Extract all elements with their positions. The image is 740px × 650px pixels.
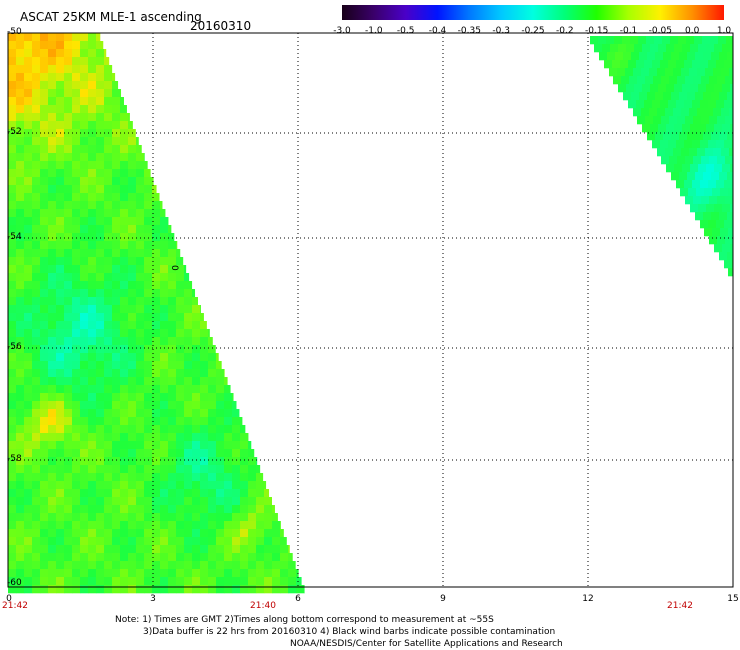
x-tick-label: 0 <box>6 594 12 604</box>
product-date: 20160310 <box>190 19 252 33</box>
x-tick-label: 12 <box>582 594 594 604</box>
note-line-3: NOAA/NESDIS/Center for Satellite Applica… <box>290 639 563 649</box>
colorbar-label: -3.0 <box>333 26 351 36</box>
y-tick-label: -58 <box>7 454 22 464</box>
colorbar-label: -1.0 <box>365 26 383 36</box>
colorbar <box>342 5 724 20</box>
colorbar-label: -0.05 <box>648 26 672 36</box>
map-grid <box>8 33 733 587</box>
product-title: ASCAT 25KM MLE-1 ascending <box>20 10 202 24</box>
y-tick-label: -56 <box>7 342 22 352</box>
y-tick-label: -60 <box>7 578 22 588</box>
time-label: 21:40 <box>250 601 276 611</box>
colorbar-label: -0.15 <box>585 26 609 36</box>
contamination-label: 0 <box>169 265 179 271</box>
colorbar-label: -0.3 <box>492 26 510 36</box>
note-line-2: 3)Data buffer is 22 hrs from 20160310 4)… <box>143 627 556 637</box>
x-tick-label: 15 <box>727 594 739 604</box>
colorbar-label: -0.2 <box>556 26 574 36</box>
colorbar-label: -0.5 <box>396 26 415 36</box>
y-tick-label: -54 <box>7 232 22 242</box>
colorbar-label: -0.1 <box>619 26 638 36</box>
swath-right <box>590 36 734 277</box>
x-tick-label: 9 <box>440 594 446 604</box>
colorbar-label: -0.25 <box>521 26 545 36</box>
x-tick-label: 6 <box>295 594 301 604</box>
note-line-1: Note: 1) Times are GMT 2)Times along bot… <box>115 615 494 625</box>
colorbar-label: 1.0 <box>716 26 732 36</box>
colorbar-label: -0.4 <box>428 26 447 36</box>
x-tick-label: 3 <box>150 594 156 604</box>
time-label: 21:42 <box>2 601 28 611</box>
time-label: 21:42 <box>667 601 693 611</box>
swath-left <box>8 33 305 594</box>
y-tick-label: -50 <box>7 27 22 37</box>
colorbar-label: 0.0 <box>684 26 700 36</box>
plot-frame <box>7 32 734 588</box>
y-tick-label: -52 <box>7 127 22 137</box>
colorbar-label: -0.35 <box>457 26 481 36</box>
